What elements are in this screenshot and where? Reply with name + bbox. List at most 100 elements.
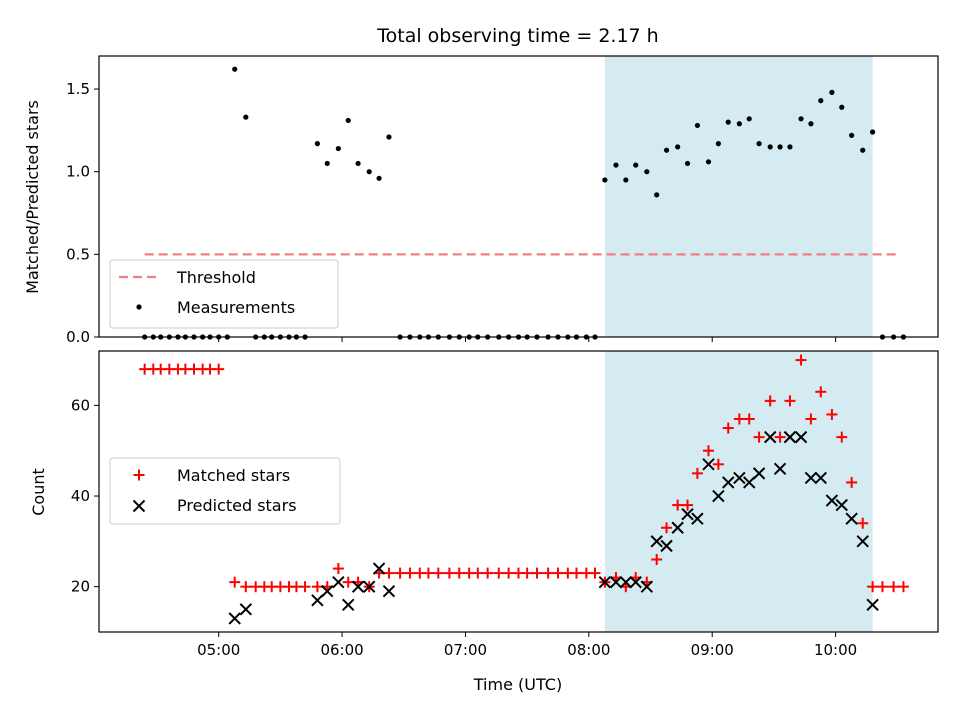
predicted-star-point <box>845 512 858 525</box>
matched-star-point <box>682 499 694 511</box>
predicted-star-point <box>752 467 766 480</box>
measurement-point <box>818 98 824 104</box>
predicted-star-point <box>763 430 777 444</box>
legend-matched-label: Matched stars <box>177 466 290 485</box>
x-tick-label: 07:00 <box>444 641 487 659</box>
predicted-star-points <box>228 430 879 625</box>
top-x-ticks <box>218 337 837 342</box>
matched-star-point <box>888 581 900 593</box>
x-tick-label: 05:00 <box>197 641 240 659</box>
predicted-star-point <box>671 521 684 534</box>
predicted-star-point <box>321 585 334 598</box>
predicted-star-point <box>825 494 839 507</box>
measurement-point <box>314 141 320 147</box>
measurement-point <box>736 121 742 127</box>
matched-star-point <box>342 576 354 588</box>
x-tick-label: 09:00 <box>691 641 734 659</box>
measurement-point <box>725 119 731 125</box>
predicted-star-point <box>783 430 797 444</box>
predicted-star-point <box>351 580 365 593</box>
matched-star-point <box>552 567 564 579</box>
measurement-point <box>243 114 249 120</box>
top-y-tick-label: 1.0 <box>66 163 90 181</box>
predicted-star-point <box>691 512 704 525</box>
bottom-y-tick-label: 40 <box>71 487 90 505</box>
predicted-star-point <box>712 489 725 503</box>
measurement-point <box>715 141 721 147</box>
predicted-star-point <box>311 594 324 607</box>
matched-star-point <box>712 458 724 470</box>
matched-star-point <box>784 395 796 407</box>
predicted-star-point <box>598 575 612 589</box>
matched-star-point <box>764 395 776 407</box>
matched-star-point <box>432 567 444 579</box>
matched-star-point <box>422 567 434 579</box>
measurement-point <box>705 159 712 165</box>
legend-measurements-label: Measurements <box>177 298 295 317</box>
measurement-point <box>787 144 793 150</box>
predicted-star-point <box>814 471 827 485</box>
measurement-point <box>777 144 783 150</box>
top-y-tick-label: 0.5 <box>66 245 90 263</box>
matched-star-point <box>661 522 673 534</box>
matched-star-point <box>836 431 848 443</box>
measurement-point <box>694 122 701 129</box>
matched-star-point <box>589 567 601 579</box>
matched-star-point <box>876 581 888 593</box>
predicted-star-point <box>866 598 879 612</box>
matched-star-point <box>672 499 684 511</box>
matched-star-point <box>453 567 465 579</box>
matched-star-point <box>443 567 455 579</box>
legend-predicted-swatch <box>132 499 146 513</box>
bottom-y-tick-label: 60 <box>71 396 90 414</box>
matched-star-point <box>332 563 344 575</box>
matched-star-point <box>229 576 241 588</box>
matched-star-point <box>795 354 807 366</box>
predicted-star-point <box>650 535 663 548</box>
measurement-points <box>142 66 907 340</box>
chart-title: Total observing time = 2.17 h <box>376 25 658 47</box>
measurement-point <box>767 144 773 150</box>
predicted-star-point <box>363 580 376 593</box>
matched-star-point <box>703 445 715 457</box>
predicted-star-point <box>804 471 818 485</box>
matched-star-point <box>383 567 395 579</box>
matched-star-point <box>743 413 755 425</box>
top-y-tick-label: 1.5 <box>66 80 90 98</box>
predicted-star-point <box>239 603 253 616</box>
predicted-star-point <box>609 575 623 589</box>
x-axis-label: Time (UTC) <box>473 675 562 694</box>
predicted-star-point <box>722 476 735 489</box>
matched-star-point <box>846 476 858 488</box>
predicted-star-point <box>342 598 355 612</box>
legend-x-marker <box>132 499 146 513</box>
predicted-star-point <box>733 471 746 485</box>
matched-star-point <box>394 567 406 579</box>
matched-star-point <box>240 581 252 593</box>
matched-star-point <box>651 553 663 565</box>
predicted-star-point <box>660 539 673 553</box>
matched-star-point <box>570 567 582 579</box>
measurement-point <box>663 147 670 153</box>
predicted-star-point <box>835 498 848 512</box>
bottom-legend: Matched stars Predicted stars <box>109 457 341 525</box>
matched-star-point <box>493 567 505 579</box>
top-y-axis-label: Matched/Predicted stars <box>23 100 42 294</box>
measurement-point <box>633 162 639 168</box>
predicted-star-point <box>681 507 694 521</box>
measurement-point <box>849 132 855 138</box>
predicted-star-point <box>794 430 808 444</box>
measurement-point <box>756 141 762 147</box>
predicted-star-point <box>228 612 241 625</box>
predicted-star-point <box>702 458 715 471</box>
matched-star-point <box>311 581 323 593</box>
bottom-y-ticks: 20 40 60 <box>71 396 99 596</box>
bottom-x-ticks: 05:00 06:00 07:00 08:00 09:00 10:00 <box>197 632 857 659</box>
predicted-star-point <box>629 575 642 589</box>
predicted-star-point <box>743 476 756 489</box>
matched-star-point <box>531 567 543 579</box>
measurement-point <box>684 160 691 167</box>
measurement-point <box>232 66 238 72</box>
predicted-star-point <box>773 462 787 476</box>
